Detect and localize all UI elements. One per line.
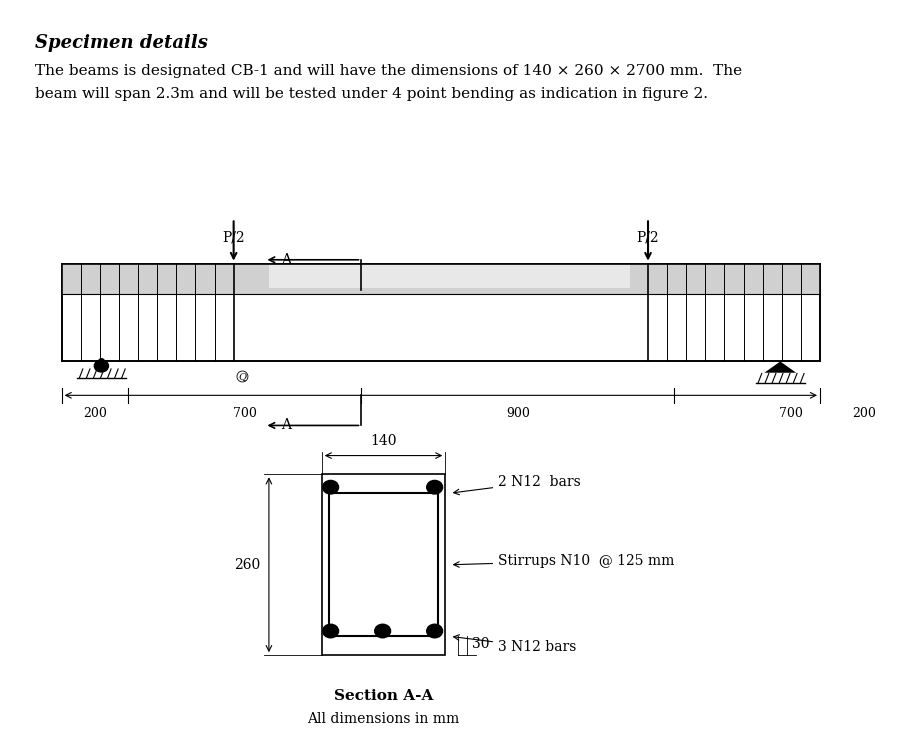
Text: 260: 260: [234, 558, 260, 572]
Text: 3 N12 bars: 3 N12 bars: [454, 635, 577, 654]
Text: The beams is designated CB-1 and will have the dimensions of 140 × 260 × 2700 mm: The beams is designated CB-1 and will ha…: [36, 64, 742, 78]
Circle shape: [426, 624, 443, 638]
Text: P/2: P/2: [222, 230, 245, 244]
Text: A: A: [281, 419, 291, 432]
Text: 200: 200: [852, 407, 876, 419]
Text: All dimensions in mm: All dimensions in mm: [307, 712, 460, 726]
Text: 140: 140: [370, 434, 397, 448]
Bar: [62, 264, 820, 294]
Circle shape: [374, 624, 391, 638]
Polygon shape: [764, 361, 796, 373]
Text: 30: 30: [472, 637, 489, 651]
Bar: [269, 264, 630, 288]
Text: A: A: [281, 253, 291, 267]
Circle shape: [95, 360, 108, 372]
Circle shape: [426, 480, 443, 494]
Text: Section A-A: Section A-A: [333, 689, 434, 703]
Text: 700: 700: [779, 407, 804, 419]
Bar: [62, 264, 820, 361]
Text: 200: 200: [83, 407, 107, 419]
Text: Specimen details: Specimen details: [36, 34, 208, 52]
Text: P/2: P/2: [637, 230, 660, 244]
Circle shape: [322, 480, 339, 494]
Text: Stirrups N10  @ 125 mm: Stirrups N10 @ 125 mm: [454, 553, 674, 568]
Text: 900: 900: [506, 407, 530, 419]
Circle shape: [322, 624, 339, 638]
Bar: [322, 474, 445, 655]
Text: 2 N12  bars: 2 N12 bars: [454, 474, 581, 495]
Text: beam will span 2.3m and will be tested under 4 point bending as indication in fi: beam will span 2.3m and will be tested u…: [36, 87, 708, 101]
Text: 700: 700: [232, 407, 257, 419]
Text: Q: Q: [239, 372, 247, 381]
